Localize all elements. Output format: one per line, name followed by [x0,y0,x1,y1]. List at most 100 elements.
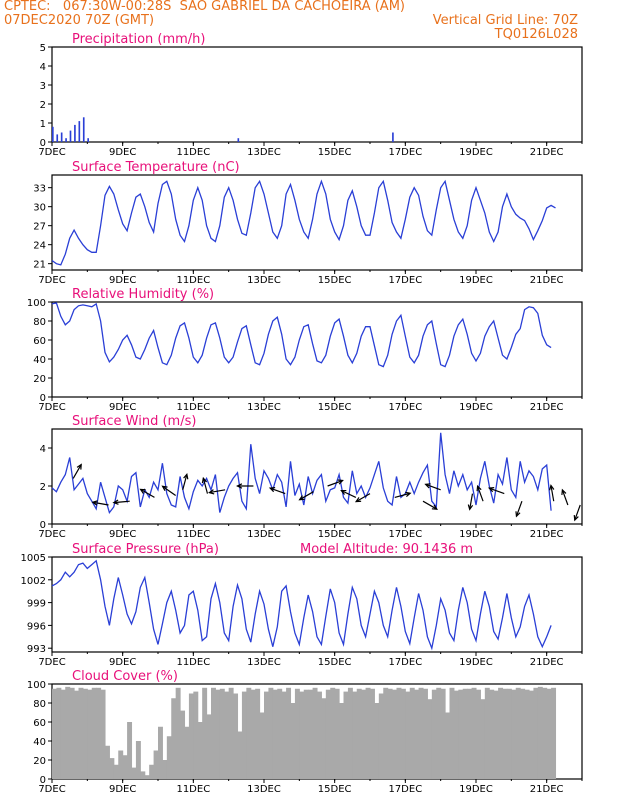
precip-bar [60,132,63,142]
wind-panel [48,428,583,528]
temp-ytick-30: 30 [33,203,46,214]
wind-series-line [51,432,552,515]
cloud-bar [144,775,150,779]
pres-xtick-11dec: 11DEC [176,657,210,668]
cloud-bar [405,691,411,779]
rh-xtick-9dec: 9DEC [109,402,136,413]
cloud-bar [418,687,424,779]
cloud-bar [462,688,468,779]
cloud-bar [233,693,239,779]
cloud-bar [458,689,464,779]
cloud-bar [228,687,234,779]
cloud-bar [82,688,88,779]
cloud-panel [48,683,583,783]
cloud-bar [166,736,172,779]
cloud-bar [188,693,194,779]
wind-ytick-0: 0 [40,520,46,531]
precip-xtick-21dec: 21DEC [530,147,564,158]
wind-arrow [422,500,439,510]
rh-ytick-0: 0 [40,393,46,404]
temp-title: Surface Temperature (nC) [72,160,240,175]
rh-xtick-21dec: 21DEC [530,402,564,413]
wind-arrow [573,504,581,522]
precip-ytick-3: 3 [40,81,46,92]
cloud-bar [436,687,442,779]
wind-ytick-4: 4 [40,444,46,455]
wind-arrow [201,476,209,494]
cloud-bar [171,698,177,779]
wind-arrow [268,487,286,495]
precip-panel [48,46,583,146]
wind-arrow [72,463,82,479]
cloud-bar [387,688,393,779]
cloud-bar [175,687,181,779]
wind-arrow [327,479,344,487]
precip-ytick-0: 0 [40,138,46,149]
cloud-bar [524,689,530,779]
temp-ytick-24: 24 [33,241,46,252]
wind-arrow [139,488,155,498]
temp-xtick-15dec: 15DEC [318,275,352,286]
wind-arrow [467,493,474,511]
wind-xtick-17dec: 17DEC [388,529,422,540]
cloud-bar [356,688,362,779]
cloud-bar [489,689,495,779]
cloud-bar [118,750,124,779]
cloud-bar [343,691,349,779]
cloud-bar [498,687,504,779]
wind-arrow [354,493,371,503]
cloud-bar [409,687,415,779]
cloud-bar [127,722,133,779]
precip-xtick-9dec: 9DEC [109,147,136,158]
pres-series-line [51,559,552,651]
cloud-bar [219,688,225,779]
temp-xtick-7dec: 7DEC [38,275,65,286]
pres-ytick-996: 996 [27,621,46,632]
cloud-ytick-60: 60 [33,718,46,729]
cloud-bar [453,690,459,779]
precip-bar [65,138,67,142]
cloud-bar [149,764,155,779]
header-station: CPTEC: 067:30W-00:28S SAO GABRIEL DA CAC… [4,0,405,14]
cloud-bar [551,687,557,779]
temp-ytick-21: 21 [33,260,46,271]
cloud-bar [272,689,278,779]
cloud-bar [515,687,521,779]
pres-frame [51,556,583,653]
cloud-bar [449,687,455,779]
header-code: TQ0126L028 [494,27,578,42]
cloud-ytick-100: 100 [27,680,46,691]
cloud-bar [378,693,384,779]
cloud-bar [197,722,203,779]
cloud-bar [277,688,283,779]
cloud-title: Cloud Cover (%) [72,669,178,684]
pres-ytick-999: 999 [27,599,46,610]
cloud-bar [294,688,300,779]
wind-arrow [91,500,109,506]
precip-xtick-17dec: 17DEC [388,147,422,158]
rh-ytick-60: 60 [33,336,46,347]
rh-xtick-19dec: 19DEC [459,402,493,413]
cloud-bar [347,687,353,779]
temp-xtick-11dec: 11DEC [176,275,210,286]
cloud-bar [74,690,80,779]
cloud-bar [135,741,141,779]
rh-frame [51,301,583,398]
temp-xtick-19dec: 19DEC [459,275,493,286]
precip-bar [237,138,240,142]
cloud-bar [511,689,517,779]
cloud-bar [153,750,159,779]
cloud-bar [440,688,446,779]
wind-arrow [161,485,177,496]
precip-ytick-1: 1 [40,119,46,130]
wind-xtick-15dec: 15DEC [318,529,352,540]
rh-ytick-20: 20 [33,374,46,385]
cloud-bar [65,686,71,779]
precip-bar [78,121,81,142]
cloud-bar [423,688,428,779]
wind-arrow [236,483,254,489]
cloud-bar [484,687,490,779]
cloud-bar [312,687,318,779]
cloud-bar [211,687,216,779]
cloud-bar [546,688,552,779]
